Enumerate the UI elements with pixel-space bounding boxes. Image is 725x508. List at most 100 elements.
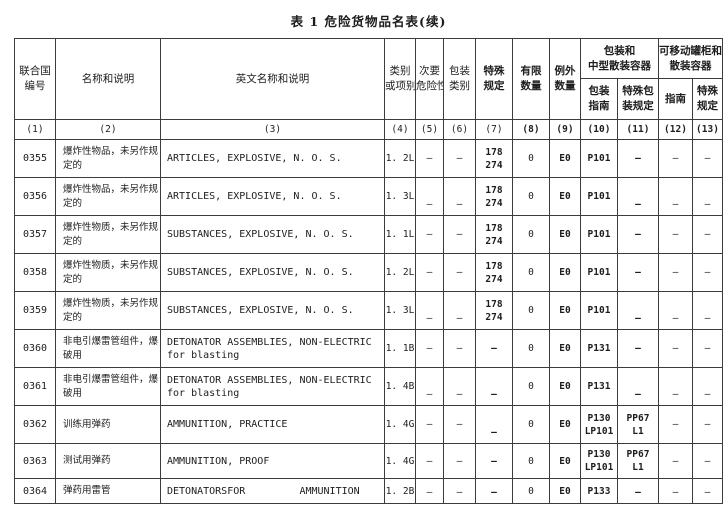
group-header-packaging-ibc: 包装和 中型散装容器 <box>580 38 659 79</box>
header-row-main: 联合国 编号 名称和说明 英文名称和说明 类别 或项别 次要 危险性 包装 类别… <box>14 38 723 120</box>
cell-tank-special-provisions: — <box>692 139 723 178</box>
cell-special-provisions: — <box>475 405 513 444</box>
cell-special-packing-provisions: — <box>617 329 659 368</box>
col-header-packing-instructions: 包装 指南 <box>580 78 618 120</box>
cell-excepted-quantity: E0 <box>549 405 581 444</box>
table-row: 0359 爆炸性物质，未另作规 定的 SUBSTANCES, EXPLOSIVE, … <box>14 291 723 330</box>
cell-tank-instructions: — <box>658 291 693 330</box>
cell-class-division: 1. 3L <box>384 291 416 330</box>
cell-packing-instructions: P130 LP101 <box>580 405 618 444</box>
cell-tank-special-provisions: — <box>692 443 723 479</box>
cell-special-provisions: — <box>475 443 513 479</box>
cell-class-division: 1. 2L <box>384 139 416 178</box>
cell-excepted-quantity: E0 <box>549 367 581 406</box>
cell-tank-special-provisions: — <box>692 177 723 216</box>
cell-packing-group: — <box>443 443 476 479</box>
cell-name-cn: 非电引爆雷管组件，爆 破用 <box>55 329 161 368</box>
cell-special-packing-provisions: — <box>617 291 659 330</box>
col-header-name-description: 名称和说明 <box>55 38 161 120</box>
table-row: 0355 爆炸性物品，未另作规 定的 ARTICLES, EXPLOSIVE, N.… <box>14 139 723 178</box>
cell-special-provisions: — <box>475 329 513 368</box>
cell-limited-quantity: 0 <box>512 478 550 504</box>
cell-limited-quantity: 0 <box>512 367 550 406</box>
cell-subsidiary-risk: — <box>415 139 444 178</box>
cell-tank-instructions: — <box>658 443 693 479</box>
col-number-3: (3) <box>160 119 385 140</box>
cell-packing-instructions: P101 <box>580 177 618 216</box>
cell-packing-instructions: P101 <box>580 253 618 292</box>
header-row-column-numbers: (1) (2) (3) (4) (5) (6) (7) (8) (9) (10)… <box>14 119 723 140</box>
col-number-8: (8) <box>512 119 550 140</box>
cell-packing-group: — <box>443 215 476 254</box>
cell-class-division: 1. 2L <box>384 253 416 292</box>
cell-tank-instructions: — <box>658 329 693 368</box>
table-row: 0356 爆炸性物品，未另作规 定的 ARTICLES, EXPLOSIVE, N.… <box>14 177 723 216</box>
table-row: 0364 弹药用雷管 DETONATORSFOR AMMUNITION 1. 2B — —… <box>14 478 723 504</box>
cell-tank-instructions: — <box>658 478 693 504</box>
cell-name-en: ARTICLES, EXPLOSIVE, N. O. S. <box>160 139 385 178</box>
cell-name-cn: 爆炸性物质，未另作规 定的 <box>55 291 161 330</box>
col-header-tank-special-provisions: 特殊 规定 <box>692 78 723 120</box>
col-header-excepted-quantity: 例外 数量 <box>549 38 581 120</box>
cell-limited-quantity: 0 <box>512 215 550 254</box>
table-row: 0360 非电引爆雷管组件，爆 破用 DETONATOR ASSEMBLIES, N… <box>14 329 723 368</box>
cell-limited-quantity: 0 <box>512 177 550 216</box>
cell-name-cn: 爆炸性物质，未另作规 定的 <box>55 215 161 254</box>
cell-special-packing-provisions: PP67 L1 <box>617 443 659 479</box>
cell-special-packing-provisions: — <box>617 215 659 254</box>
cell-limited-quantity: 0 <box>512 405 550 444</box>
cell-tank-special-provisions: — <box>692 405 723 444</box>
cell-tank-special-provisions: — <box>692 215 723 254</box>
cell-special-packing-provisions: — <box>617 253 659 292</box>
cell-subsidiary-risk: — <box>415 177 444 216</box>
cell-packing-group: — <box>443 478 476 504</box>
cell-name-cn: 弹药用雷管 <box>55 478 161 504</box>
cell-limited-quantity: 0 <box>512 139 550 178</box>
cell-packing-instructions: P133 <box>580 478 618 504</box>
cell-tank-special-provisions: — <box>692 367 723 406</box>
table-body: 0355 爆炸性物品，未另作规 定的 ARTICLES, EXPLOSIVE, N.… <box>14 139 723 504</box>
cell-special-packing-provisions: — <box>617 478 659 504</box>
cell-excepted-quantity: E0 <box>549 215 581 254</box>
cell-un-number: 0364 <box>14 478 56 504</box>
cell-excepted-quantity: E0 <box>549 329 581 368</box>
cell-tank-special-provisions: — <box>692 329 723 368</box>
table-row: 0363 测试用弹药 AMMUNITION, PROOF 1. 4G — — —0 E0 P13… <box>14 443 723 479</box>
cell-packing-instructions: P101 <box>580 139 618 178</box>
cell-un-number: 0362 <box>14 405 56 444</box>
cell-packing-group: — <box>443 253 476 292</box>
cell-un-number: 0361 <box>14 367 56 406</box>
cell-name-en: DETONATOR ASSEMBLIES, NON-ELECTRIC for b… <box>160 367 385 406</box>
col-header-limited-quantity: 有限 数量 <box>512 38 550 120</box>
cell-special-provisions: — <box>475 367 513 406</box>
dangerous-goods-table: 联合国 编号 名称和说明 英文名称和说明 类别 或项别 次要 危险性 包装 类别… <box>14 38 723 504</box>
cell-packing-instructions: P131 <box>580 329 618 368</box>
cell-name-cn: 爆炸性物品，未另作规 定的 <box>55 139 161 178</box>
col-number-9: (9) <box>549 119 581 140</box>
cell-special-provisions: 178 274 <box>475 177 513 216</box>
col-number-13: (13) <box>692 119 723 140</box>
col-number-12: (12) <box>658 119 693 140</box>
col-number-11: (11) <box>617 119 659 140</box>
cell-un-number: 0357 <box>14 215 56 254</box>
cell-special-provisions: 178 274 <box>475 215 513 254</box>
table-row: 0361 非电引爆雷管组件，爆 破用 DETONATOR ASSEMBLIES, N… <box>14 367 723 406</box>
col-header-un-number: 联合国 编号 <box>14 38 56 120</box>
cell-name-cn: 训练用弹药 <box>55 405 161 444</box>
cell-packing-instructions: P101 <box>580 215 618 254</box>
cell-un-number: 0358 <box>14 253 56 292</box>
col-number-6: (6) <box>443 119 476 140</box>
cell-limited-quantity: 0 <box>512 443 550 479</box>
cell-subsidiary-risk: — <box>415 478 444 504</box>
cell-special-packing-provisions: — <box>617 139 659 178</box>
col-header-subsidiary-risk: 次要 危险性 <box>415 38 444 120</box>
cell-limited-quantity: 0 <box>512 329 550 368</box>
cell-class-division: 1. 4B <box>384 367 416 406</box>
cell-excepted-quantity: E0 <box>549 291 581 330</box>
table-row: 0357 爆炸性物质，未另作规 定的 SUBSTANCES, EXPLOSIVE, … <box>14 215 723 254</box>
cell-packing-group: — <box>443 291 476 330</box>
group-header-portable-tanks-bulk: 可移动罐柜和 散装容器 <box>658 38 723 79</box>
table-row: 0362 训练用弹药 AMMUNITION, PRACTICE 1. 4G — — —0 E0… <box>14 405 723 444</box>
cell-un-number: 0359 <box>14 291 56 330</box>
cell-tank-instructions: — <box>658 177 693 216</box>
